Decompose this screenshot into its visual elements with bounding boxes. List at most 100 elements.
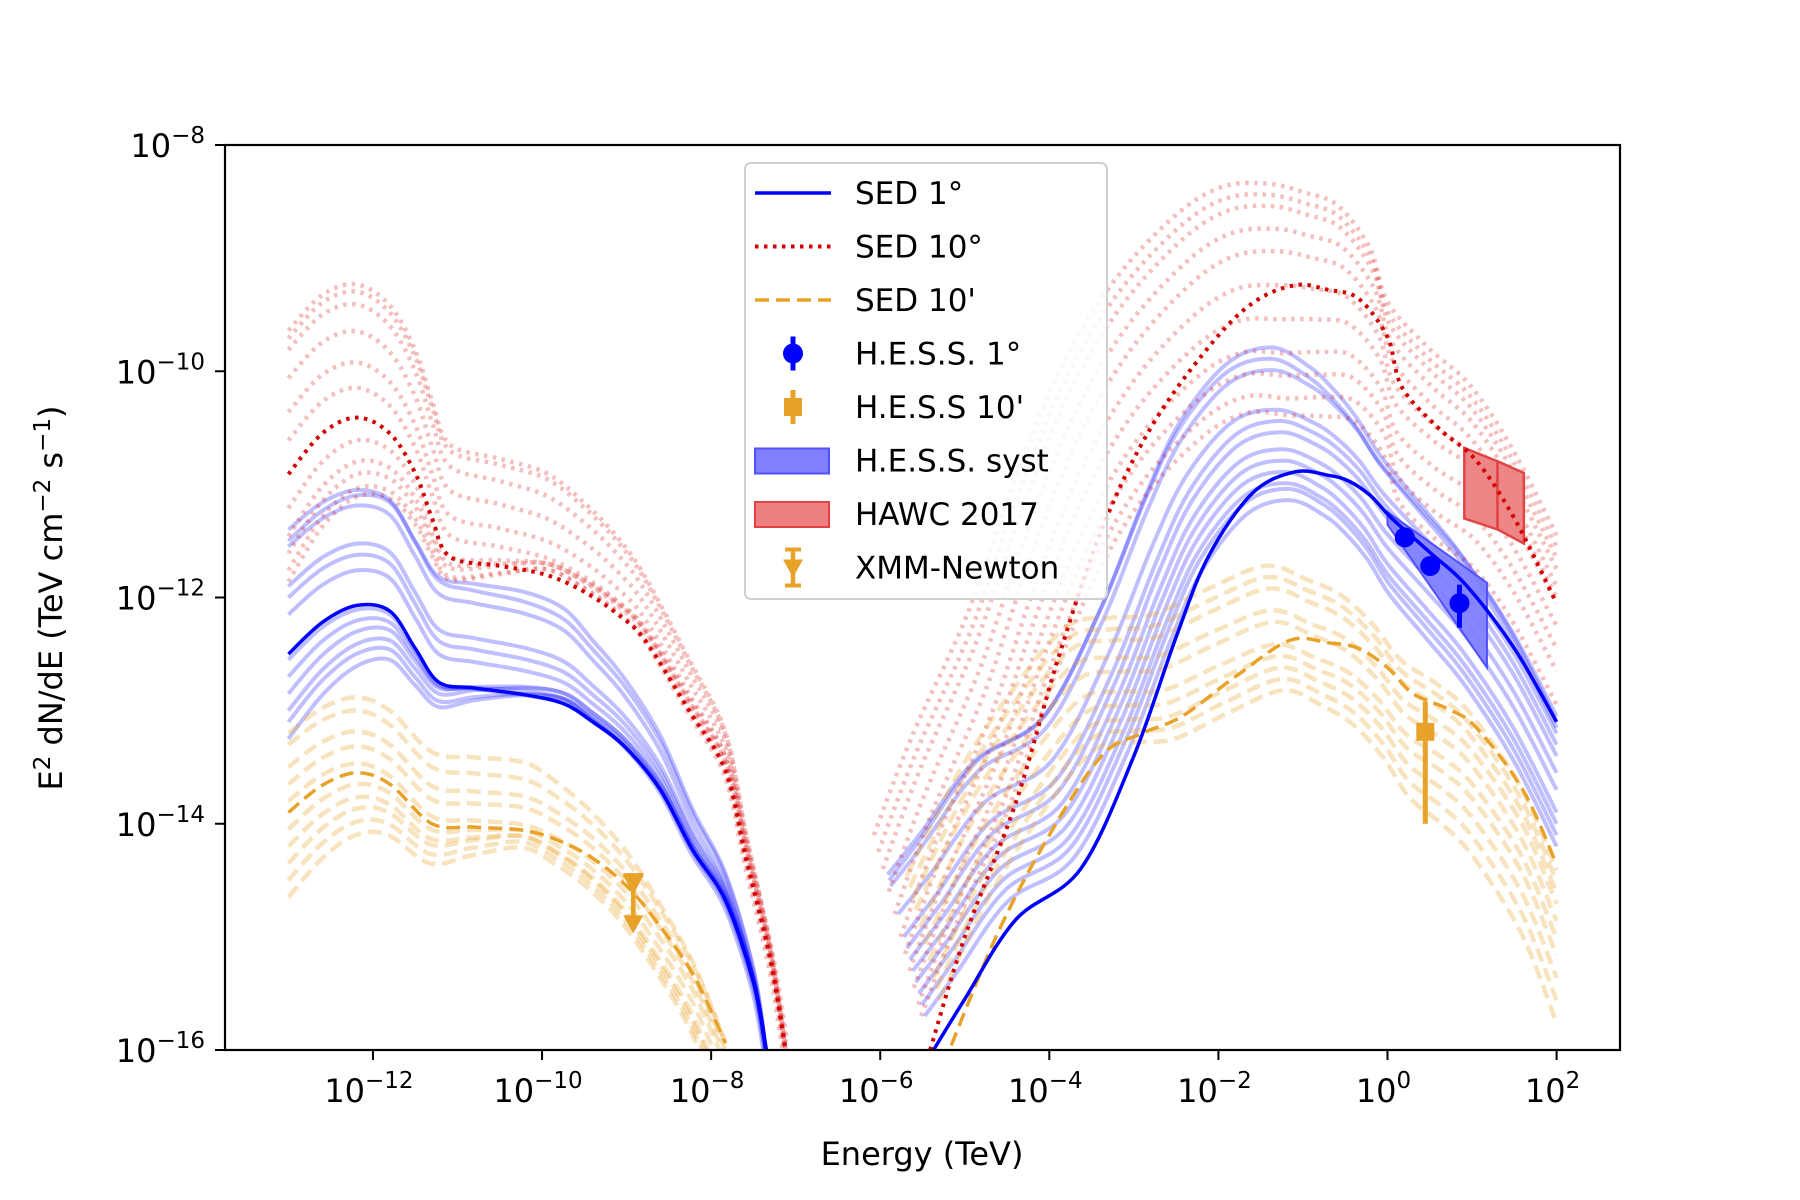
legend-swatch-patch xyxy=(754,447,830,475)
y-tick-label: 10−12 xyxy=(116,576,205,618)
faint-curve xyxy=(286,491,785,1050)
faint-curve xyxy=(931,665,1559,979)
faint-curve xyxy=(902,316,1559,955)
faint-curve xyxy=(286,817,705,1050)
faint-curve xyxy=(886,356,1559,876)
faint-curve xyxy=(286,744,725,1050)
series-line-sed-10deg xyxy=(286,415,788,1050)
legend-item: HAWC 2017 xyxy=(754,497,1039,533)
main-curves xyxy=(286,282,1559,1050)
y-label-mid: dN/dE (TeV cm xyxy=(32,513,70,756)
faint-curve xyxy=(911,371,1559,989)
faint-curve xyxy=(922,498,1559,1018)
faint-curve xyxy=(910,586,1559,900)
legend-label: SED 10' xyxy=(855,283,976,319)
faint-curve xyxy=(911,458,1559,973)
legend-item: H.E.S.S. 1° xyxy=(783,336,1021,373)
hess-10arcmin-point xyxy=(1416,722,1435,741)
legend-label: HAWC 2017 xyxy=(855,497,1039,533)
faint-curve xyxy=(286,636,769,1050)
x-tick-label: 10−2 xyxy=(1177,1068,1252,1110)
y-tick-label: 10−10 xyxy=(116,349,205,391)
legend-label: H.E.S.S 10' xyxy=(855,390,1024,426)
bands xyxy=(1386,446,1526,671)
legend-label: H.E.S.S. syst xyxy=(855,444,1049,480)
y-label-sup2: −2 xyxy=(30,479,56,513)
y-axis-label: E2 dN/dE (TeV cm−2 s−1) xyxy=(30,405,70,790)
faint-curve xyxy=(286,761,722,1050)
faint-curve xyxy=(286,281,788,1050)
legend-item: XMM-Newton xyxy=(783,547,1059,588)
faint-curve xyxy=(287,567,769,1050)
faint-curve xyxy=(286,328,788,1050)
y-tick-label: 10−16 xyxy=(116,1028,205,1070)
legend-swatch-triangle xyxy=(783,559,803,578)
x-tick-label: 102 xyxy=(1525,1068,1580,1110)
faint-curve xyxy=(907,348,1559,972)
x-tick-label: 10−10 xyxy=(493,1068,582,1110)
faint-curve xyxy=(286,301,788,1050)
faint-curve xyxy=(287,695,728,1045)
y-label-s: s xyxy=(32,452,70,479)
y-label-sup: 2 xyxy=(30,756,56,771)
hawc-2017-band xyxy=(1463,446,1499,532)
faint-curve xyxy=(937,688,1559,1024)
legend-label: XMM-Newton xyxy=(855,551,1059,587)
faint-curve xyxy=(880,203,1559,870)
faint-curve xyxy=(907,574,1559,889)
faint-curve xyxy=(287,552,769,1050)
faint-curve xyxy=(287,487,769,1050)
legend-label: SED 1° xyxy=(855,176,963,212)
faint-curve xyxy=(887,345,1559,882)
faint-curve xyxy=(917,481,1559,995)
faint-curve xyxy=(920,486,1559,1006)
xmm-ul-arrowhead xyxy=(623,915,644,934)
faint-curve xyxy=(918,619,1559,928)
faint-curve xyxy=(876,192,1559,853)
faint-curve xyxy=(287,503,767,1050)
series-line-sed-1deg xyxy=(932,469,1559,1050)
faint-curve xyxy=(919,409,1559,1017)
y-tick-label: 10−8 xyxy=(130,123,205,165)
x-tick-label: 100 xyxy=(1356,1068,1411,1110)
faint-curve xyxy=(287,729,727,1050)
x-tick-label: 10−12 xyxy=(324,1068,413,1110)
x-tick-label: 10−8 xyxy=(670,1068,745,1110)
faint-curve xyxy=(286,458,789,1045)
faint-curve xyxy=(886,226,1559,893)
faint-curve xyxy=(286,804,708,1050)
legend-label: H.E.S.S. 1° xyxy=(855,337,1021,373)
legend-item: H.E.S.S. syst xyxy=(754,444,1049,480)
hess-1deg-point xyxy=(1420,555,1441,576)
y-label-close: ) xyxy=(32,405,70,417)
x-axis-label: Energy (TeV) xyxy=(821,1135,1024,1173)
legend: SED 1° SED 10° SED 10' H.E.S.S. 1° H.E.S.S 1… xyxy=(744,162,1108,600)
legend-item: H.E.S.S 10' xyxy=(784,390,1024,426)
series-line-sed-10arcmin xyxy=(949,636,1559,1047)
legend-item: SED 10° xyxy=(755,230,983,266)
x-tick-label: 10−4 xyxy=(1008,1068,1083,1110)
faint-curve xyxy=(286,829,702,1050)
legend-item: SED 1° xyxy=(755,176,963,212)
y-axis-ticks: 10−8 10−10 10−12 10−14 10−16 xyxy=(116,123,225,1070)
faint-curve xyxy=(922,642,1559,945)
series-line-sed-1deg xyxy=(287,602,768,1050)
faint-curve xyxy=(287,541,769,1050)
faint-curve xyxy=(904,563,1559,877)
faint-curve xyxy=(286,781,716,1050)
faint-curve xyxy=(286,625,769,1050)
x-tick-label: 10−6 xyxy=(839,1068,914,1110)
x-axis-ticks: 10−12 10−10 10−8 10−6 10−4 10−2 100 102 xyxy=(324,1050,1580,1110)
legend-swatch-square xyxy=(784,398,802,416)
y-tick-label: 10−14 xyxy=(116,802,205,844)
y-label-sup3: −1 xyxy=(30,418,56,452)
faint-curve xyxy=(286,360,788,1050)
faint-curve xyxy=(286,656,766,1050)
legend-frame xyxy=(744,162,1108,600)
hess-1deg-point xyxy=(1394,527,1415,548)
hess-syst-band xyxy=(1386,510,1488,671)
data-points xyxy=(623,527,1470,934)
xmm-ul-marker xyxy=(623,875,644,896)
faint-curve xyxy=(927,653,1559,962)
